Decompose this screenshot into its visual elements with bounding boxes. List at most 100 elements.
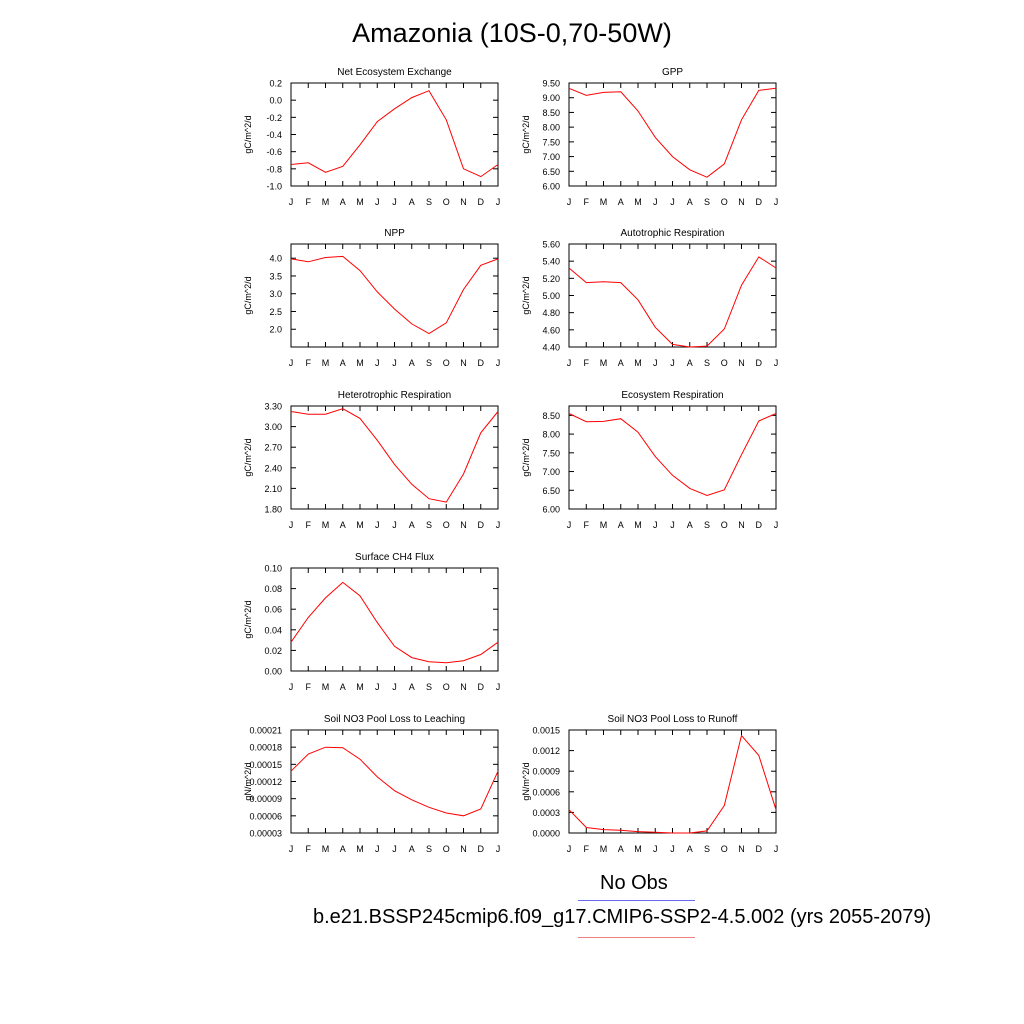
npp-x-tick-label: J: [392, 358, 397, 368]
gpp-y-tick-label: 8.50: [542, 108, 560, 118]
npp-x-tick-label: S: [426, 358, 432, 368]
ecosystem-respiration-y-tick-label: 6.50: [542, 486, 560, 496]
legend-case-line: [578, 937, 695, 938]
heterotrophic-respiration-y-axis-label: gC/m^2/d: [243, 438, 253, 476]
soil-no3-pool-loss-to-runoff-x-tick-label: D: [756, 844, 763, 854]
autotrophic-respiration-x-tick-label: J: [653, 358, 658, 368]
gpp-y-tick-label: 6.50: [542, 167, 560, 177]
autotrophic-respiration-x-tick-label: J: [774, 358, 779, 368]
autotrophic-respiration-y-axis-label: gC/m^2/d: [521, 276, 531, 314]
soil-no3-pool-loss-to-runoff-x-tick-label: A: [618, 844, 624, 854]
npp-x-tick-label: J: [496, 358, 501, 368]
soil-no3-pool-loss-to-leaching-plot-frame: [290, 729, 499, 834]
gpp-y-tick-label: 7.50: [542, 137, 560, 147]
soil-no3-pool-loss-to-leaching-y-tick-label: 0.00015: [249, 760, 282, 770]
gpp-y-tick-label: 9.00: [542, 93, 560, 103]
gpp-title: GPP: [662, 67, 683, 78]
autotrophic-respiration-x-tick-label: O: [721, 358, 728, 368]
surface-ch4-flux-y-tick-label: 0.02: [264, 646, 282, 656]
gpp-y-tick-label: 8.00: [542, 123, 560, 133]
heterotrophic-respiration-title: Heterotrophic Respiration: [338, 390, 451, 401]
soil-no3-pool-loss-to-leaching-x-tick-label: J: [496, 844, 501, 854]
autotrophic-respiration-y-tick-label: 5.00: [542, 291, 560, 301]
ecosystem-respiration-y-tick-label: 8.00: [542, 430, 560, 440]
soil-no3-pool-loss-to-runoff-y-tick-label: 0.0006: [532, 787, 560, 797]
soil-no3-pool-loss-to-leaching-x-tick-label: J: [375, 844, 380, 854]
autotrophic-respiration-y-tick-label: 4.80: [542, 308, 560, 318]
soil-no3-pool-loss-to-leaching-series-line: [290, 746, 499, 817]
soil-no3-pool-loss-to-runoff-x-tick-label: O: [721, 844, 728, 854]
autotrophic-respiration-y-tick-label: 4.60: [542, 325, 560, 335]
soil-no3-pool-loss-to-leaching-x-tick-label: A: [409, 844, 415, 854]
soil-no3-pool-loss-to-runoff-y-tick-label: 0.0009: [532, 767, 560, 777]
ecosystem-respiration-y-tick-label: 7.00: [542, 467, 560, 477]
net-ecosystem-exchange-y-tick-label: -0.8: [266, 164, 282, 174]
gpp-x-tick-label: J: [774, 197, 779, 207]
soil-no3-pool-loss-to-runoff-series-line: [568, 734, 777, 834]
surface-ch4-flux-x-tick-label: S: [426, 682, 432, 692]
net-ecosystem-exchange-x-tick-label: J: [289, 197, 294, 207]
ecosystem-respiration-y-tick-label: 8.50: [542, 411, 560, 421]
heterotrophic-respiration-x-tick-label: N: [460, 520, 467, 530]
soil-no3-pool-loss-to-runoff-y-tick-label: 0.0012: [532, 746, 560, 756]
ecosystem-respiration-x-tick-label: O: [721, 520, 728, 530]
surface-ch4-flux-x-tick-label: O: [443, 682, 450, 692]
npp-y-axis-label: gC/m^2/d: [243, 276, 253, 314]
soil-no3-pool-loss-to-runoff-y-tick-label: 0.0003: [532, 808, 560, 818]
npp-plot-frame: [290, 243, 499, 348]
soil-no3-pool-loss-to-leaching-x-tick-label: M: [322, 844, 330, 854]
net-ecosystem-exchange-x-tick-label: J: [496, 197, 501, 207]
surface-ch4-flux-y-tick-label: 0.10: [264, 564, 282, 574]
gpp-x-tick-label: J: [653, 197, 658, 207]
net-ecosystem-exchange-x-tick-label: J: [392, 197, 397, 207]
surface-ch4-flux-x-tick-label: M: [322, 682, 330, 692]
soil-no3-pool-loss-to-runoff-x-tick-label: J: [653, 844, 658, 854]
npp-y-tick-label: 3.0: [269, 289, 282, 299]
autotrophic-respiration-x-tick-label: A: [618, 358, 624, 368]
ecosystem-respiration-x-tick-label: J: [670, 520, 675, 530]
gpp-x-tick-label: A: [618, 197, 624, 207]
heterotrophic-respiration-x-tick-label: M: [356, 520, 364, 530]
soil-no3-pool-loss-to-leaching-title: Soil NO3 Pool Loss to Leaching: [324, 714, 465, 725]
net-ecosystem-exchange-y-tick-label: -0.4: [266, 130, 282, 140]
net-ecosystem-exchange-x-tick-label: J: [375, 197, 380, 207]
surface-ch4-flux-x-tick-label: M: [356, 682, 364, 692]
autotrophic-respiration-series-line: [568, 256, 777, 348]
ecosystem-respiration-x-tick-label: M: [634, 520, 642, 530]
ecosystem-respiration-x-tick-label: J: [653, 520, 658, 530]
net-ecosystem-exchange-y-tick-label: 0.0: [269, 96, 282, 106]
net-ecosystem-exchange-y-tick-label: -0.6: [266, 147, 282, 157]
npp-y-tick-label: 3.5: [269, 271, 282, 281]
net-ecosystem-exchange-x-tick-label: N: [460, 197, 467, 207]
gpp-y-axis-label: gC/m^2/d: [521, 115, 531, 153]
gpp-y-tick-label: 7.00: [542, 152, 560, 162]
ecosystem-respiration-series-line: [568, 413, 777, 497]
surface-ch4-flux-x-tick-label: N: [460, 682, 467, 692]
heterotrophic-respiration-x-tick-label: J: [392, 520, 397, 530]
npp-x-tick-label: O: [443, 358, 450, 368]
soil-no3-pool-loss-to-leaching-y-tick-label: 0.00009: [249, 794, 282, 804]
soil-no3-pool-loss-to-runoff-title: Soil NO3 Pool Loss to Runoff: [608, 714, 738, 725]
surface-ch4-flux-x-tick-label: A: [409, 682, 415, 692]
surface-ch4-flux-x-tick-label: J: [375, 682, 380, 692]
npp-x-tick-label: M: [356, 358, 364, 368]
ecosystem-respiration-x-tick-label: S: [704, 520, 710, 530]
heterotrophic-respiration-y-tick-label: 1.80: [264, 505, 282, 515]
soil-no3-pool-loss-to-runoff-x-tick-label: M: [634, 844, 642, 854]
gpp-x-tick-label: J: [567, 197, 572, 207]
soil-no3-pool-loss-to-leaching-x-tick-label: M: [356, 844, 364, 854]
soil-no3-pool-loss-to-leaching-y-tick-label: 0.00003: [249, 829, 282, 839]
soil-no3-pool-loss-to-leaching-y-axis-label: gN/m^2/d: [243, 762, 253, 800]
soil-no3-pool-loss-to-runoff-y-tick-label: 0.0000: [532, 829, 560, 839]
autotrophic-respiration-x-tick-label: D: [756, 358, 763, 368]
autotrophic-respiration-plot-frame: [568, 243, 777, 348]
npp-title: NPP: [384, 228, 405, 239]
autotrophic-respiration-x-tick-label: M: [634, 358, 642, 368]
autotrophic-respiration-x-tick-label: J: [670, 358, 675, 368]
net-ecosystem-exchange-y-tick-label: -1.0: [266, 182, 282, 192]
autotrophic-respiration-x-tick-label: N: [738, 358, 745, 368]
autotrophic-respiration-x-tick-label: J: [567, 358, 572, 368]
